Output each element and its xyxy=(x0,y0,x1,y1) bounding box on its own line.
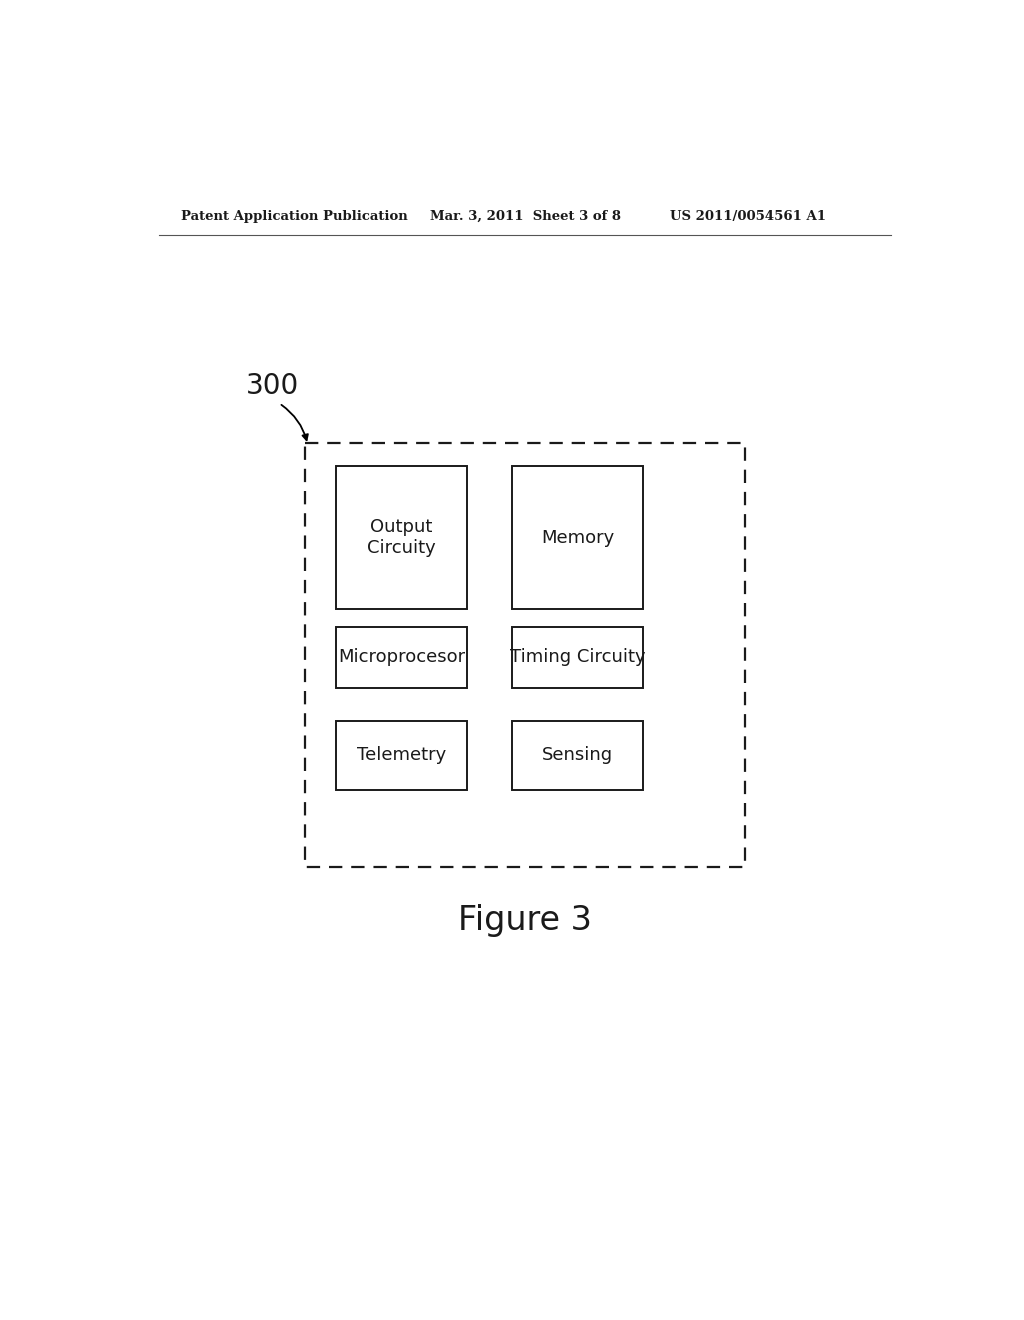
Bar xyxy=(336,721,467,789)
Text: Output
Circuity: Output Circuity xyxy=(368,519,436,557)
Text: US 2011/0054561 A1: US 2011/0054561 A1 xyxy=(671,210,826,223)
Text: 300: 300 xyxy=(246,371,299,400)
Text: Figure 3: Figure 3 xyxy=(458,904,592,937)
Text: Sensing: Sensing xyxy=(542,746,613,764)
Bar xyxy=(512,721,643,789)
Text: Timing Circuity: Timing Circuity xyxy=(510,648,645,667)
Bar xyxy=(512,627,643,688)
Text: Memory: Memory xyxy=(541,528,614,546)
Bar xyxy=(336,466,467,609)
Text: Patent Application Publication: Patent Application Publication xyxy=(180,210,408,223)
Bar xyxy=(305,444,744,867)
Bar xyxy=(512,466,643,609)
Text: Microprocesor: Microprocesor xyxy=(338,648,465,667)
Text: Telemetry: Telemetry xyxy=(357,746,446,764)
Bar xyxy=(336,627,467,688)
Text: Mar. 3, 2011  Sheet 3 of 8: Mar. 3, 2011 Sheet 3 of 8 xyxy=(430,210,622,223)
